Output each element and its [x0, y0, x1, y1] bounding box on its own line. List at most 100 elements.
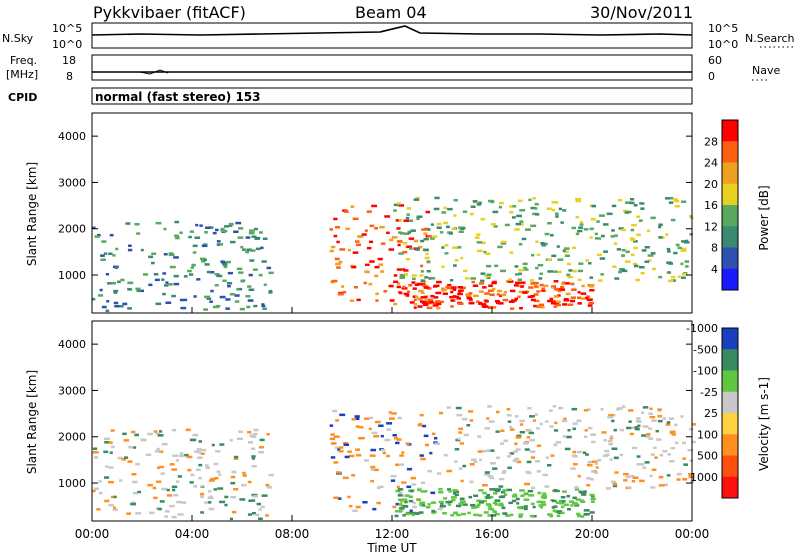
data-cell [684, 241, 690, 244]
data-cell [631, 223, 637, 227]
colorbar-tick-label: 4 [711, 263, 718, 276]
data-cell [333, 234, 338, 238]
data-cell [688, 473, 693, 476]
data-cell [98, 491, 103, 495]
data-cell [135, 287, 141, 291]
data-cell [520, 281, 526, 284]
data-cell [126, 512, 132, 515]
data-cell [552, 405, 557, 408]
data-cell [572, 427, 576, 431]
data-cell [652, 267, 656, 271]
data-cell [598, 279, 603, 282]
data-cell [516, 460, 522, 464]
data-cell [530, 282, 535, 285]
data-cell [619, 268, 625, 271]
data-cell [673, 251, 678, 255]
data-cell [665, 423, 671, 426]
data-cell [631, 480, 636, 483]
data-cell [253, 304, 258, 308]
data-cell [427, 469, 433, 473]
data-cell [495, 512, 500, 516]
data-cell [544, 232, 550, 236]
data-cell [401, 498, 408, 501]
data-cell [576, 512, 581, 516]
data-cell [549, 514, 554, 518]
data-cell [393, 274, 398, 277]
data-cell [542, 473, 548, 477]
data-cell [486, 273, 492, 276]
data-cell [644, 461, 650, 464]
data-cell [674, 205, 680, 208]
data-cell [570, 504, 574, 507]
data-cell [572, 269, 577, 273]
colorbar-swatch [722, 413, 738, 435]
data-cell [524, 492, 528, 495]
data-cell [514, 415, 519, 418]
data-cell [398, 204, 405, 207]
data-cell [477, 249, 483, 253]
data-cell [268, 291, 273, 294]
data-cell [248, 273, 253, 277]
data-cell [209, 300, 213, 303]
data-cell [356, 243, 362, 246]
data-cell [237, 236, 244, 239]
data-cell [507, 466, 512, 470]
data-cell [583, 409, 589, 412]
data-cell [562, 435, 568, 438]
data-cell [100, 258, 106, 261]
data-cell [209, 479, 215, 482]
data-cell [160, 472, 165, 475]
data-cell [603, 439, 607, 442]
data-cell [115, 247, 119, 251]
data-cell [624, 211, 630, 214]
data-cell [637, 424, 641, 428]
data-cell [421, 228, 427, 231]
data-cell [591, 500, 595, 503]
data-cell [670, 218, 676, 222]
colorbar-swatch [722, 226, 738, 248]
data-cell [609, 436, 614, 440]
data-cell [630, 228, 635, 232]
data-cell [224, 225, 229, 228]
data-cell [471, 280, 476, 284]
data-cell [480, 279, 485, 283]
data-cell [536, 253, 541, 257]
data-cell [457, 292, 463, 296]
data-cell [413, 306, 417, 309]
data-cell [434, 442, 441, 445]
data-cell [581, 284, 585, 288]
data-cell [667, 453, 671, 456]
data-cell [394, 437, 399, 440]
data-cell [510, 452, 515, 455]
data-cell [547, 258, 552, 261]
data-cell [427, 228, 431, 231]
data-cell [511, 495, 518, 498]
data-cell [552, 509, 557, 512]
data-cell [479, 458, 483, 462]
data-cell [151, 261, 155, 265]
data-cell [405, 294, 410, 297]
data-cell [355, 454, 362, 457]
x-tick-label: 12:00 [375, 527, 410, 541]
data-cell [335, 446, 340, 449]
data-cell [179, 231, 183, 234]
data-cell [122, 302, 128, 306]
data-cell [347, 495, 351, 499]
data-cell [163, 227, 167, 231]
data-cell [460, 256, 464, 260]
data-cell [351, 418, 356, 421]
data-cell [420, 457, 426, 461]
data-cell [221, 229, 228, 233]
data-cell [451, 496, 457, 499]
data-cell [454, 448, 460, 451]
data-cell [236, 288, 240, 291]
data-cell [650, 252, 656, 255]
data-cell [529, 438, 535, 442]
data-cell [631, 426, 636, 430]
data-cell [456, 504, 462, 508]
data-cell [189, 230, 195, 233]
data-cell [611, 229, 615, 232]
data-cell [450, 299, 455, 302]
x-tick-label: 00:00 [675, 527, 710, 541]
